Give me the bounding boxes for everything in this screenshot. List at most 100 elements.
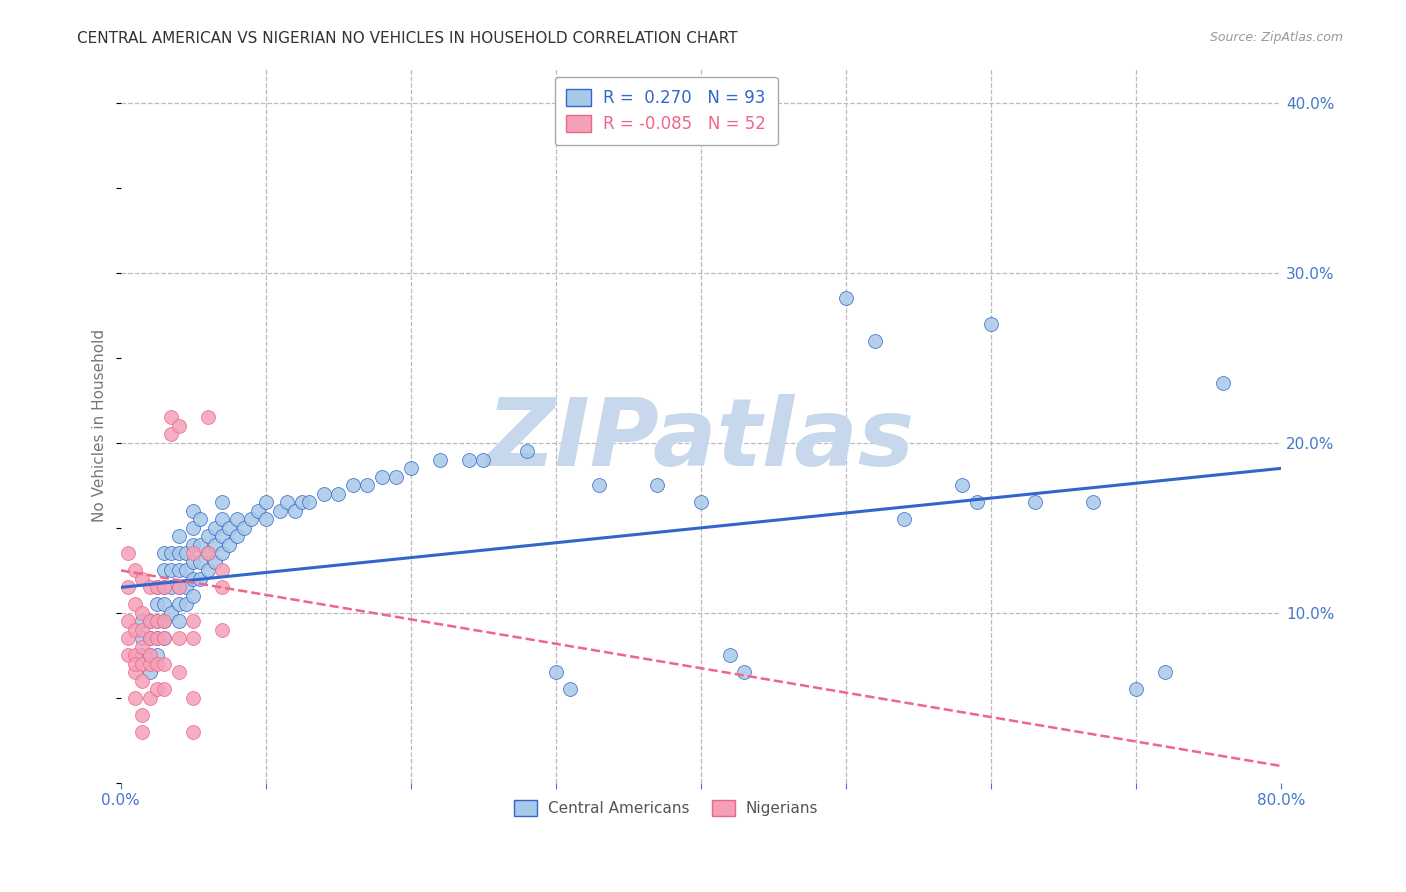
Point (211, 529, 233, 543)
Point (117, 615, 139, 629)
Point (124, 648, 146, 663)
Point (204, 555, 226, 569)
Point (146, 682, 169, 697)
Point (160, 410, 183, 425)
Point (588, 478, 610, 492)
Y-axis label: No Vehicles in Household: No Vehicles in Household (93, 329, 107, 523)
Point (167, 529, 190, 543)
Point (160, 546, 183, 560)
Point (160, 563, 183, 577)
Point (138, 581, 160, 595)
Point (211, 623, 233, 637)
Point (647, 478, 669, 492)
Point (734, 665, 756, 680)
Point (399, 461, 422, 475)
Point (124, 690, 146, 705)
Point (174, 598, 197, 612)
Point (174, 563, 197, 577)
Point (153, 598, 176, 612)
Point (240, 512, 263, 526)
Point (560, 682, 582, 697)
Point (138, 632, 160, 646)
Point (124, 657, 146, 671)
Legend: Central Americans, Nigerians: Central Americans, Nigerians (505, 791, 827, 825)
Point (167, 665, 190, 680)
Point (1212, 376, 1234, 391)
Point (269, 504, 291, 518)
Point (153, 546, 176, 560)
Point (204, 538, 226, 552)
Point (181, 521, 204, 535)
Point (167, 632, 190, 646)
Point (218, 538, 240, 552)
Point (160, 427, 183, 442)
Point (429, 452, 451, 467)
Point (835, 291, 858, 305)
Point (146, 657, 169, 671)
Point (544, 665, 567, 680)
Point (181, 632, 204, 646)
Point (966, 495, 988, 509)
Point (131, 725, 153, 739)
Point (174, 546, 197, 560)
Point (181, 615, 204, 629)
Point (131, 673, 153, 688)
Point (167, 581, 190, 595)
Point (146, 615, 169, 629)
Point (980, 317, 1002, 331)
Point (138, 690, 160, 705)
Point (254, 512, 277, 526)
Point (211, 512, 233, 526)
Point (153, 682, 176, 697)
Point (863, 334, 886, 348)
Point (1024, 495, 1046, 509)
Point (131, 632, 153, 646)
Point (131, 708, 153, 723)
Point (893, 512, 915, 526)
Point (124, 598, 146, 612)
Point (188, 555, 211, 569)
Point (146, 581, 169, 595)
Point (131, 615, 153, 629)
Point (146, 632, 169, 646)
Point (516, 444, 538, 458)
Point (167, 563, 190, 577)
Point (188, 538, 211, 552)
Point (188, 572, 211, 586)
Point (131, 623, 153, 637)
Point (138, 657, 160, 671)
Point (167, 418, 190, 433)
Point (153, 657, 176, 671)
Point (160, 606, 183, 620)
Point (138, 648, 160, 663)
Point (218, 521, 240, 535)
Point (342, 478, 364, 492)
Point (291, 495, 314, 509)
Point (181, 690, 204, 705)
Point (247, 504, 270, 518)
Point (225, 529, 247, 543)
Point (146, 598, 169, 612)
Point (328, 487, 350, 501)
Point (950, 478, 973, 492)
Point (188, 512, 211, 526)
Point (167, 615, 190, 629)
Point (167, 546, 190, 560)
Point (211, 563, 233, 577)
Point (181, 555, 204, 569)
Point (181, 546, 204, 560)
Point (131, 572, 153, 586)
Point (370, 470, 392, 484)
Point (117, 632, 139, 646)
Text: Source: ZipAtlas.com: Source: ZipAtlas.com (1209, 31, 1343, 45)
Point (225, 512, 247, 526)
Point (197, 546, 219, 560)
Point (131, 606, 153, 620)
Point (117, 546, 139, 560)
Point (211, 581, 233, 595)
Point (131, 648, 153, 663)
Point (211, 546, 233, 560)
Point (690, 495, 713, 509)
Point (153, 581, 176, 595)
Point (181, 572, 204, 586)
